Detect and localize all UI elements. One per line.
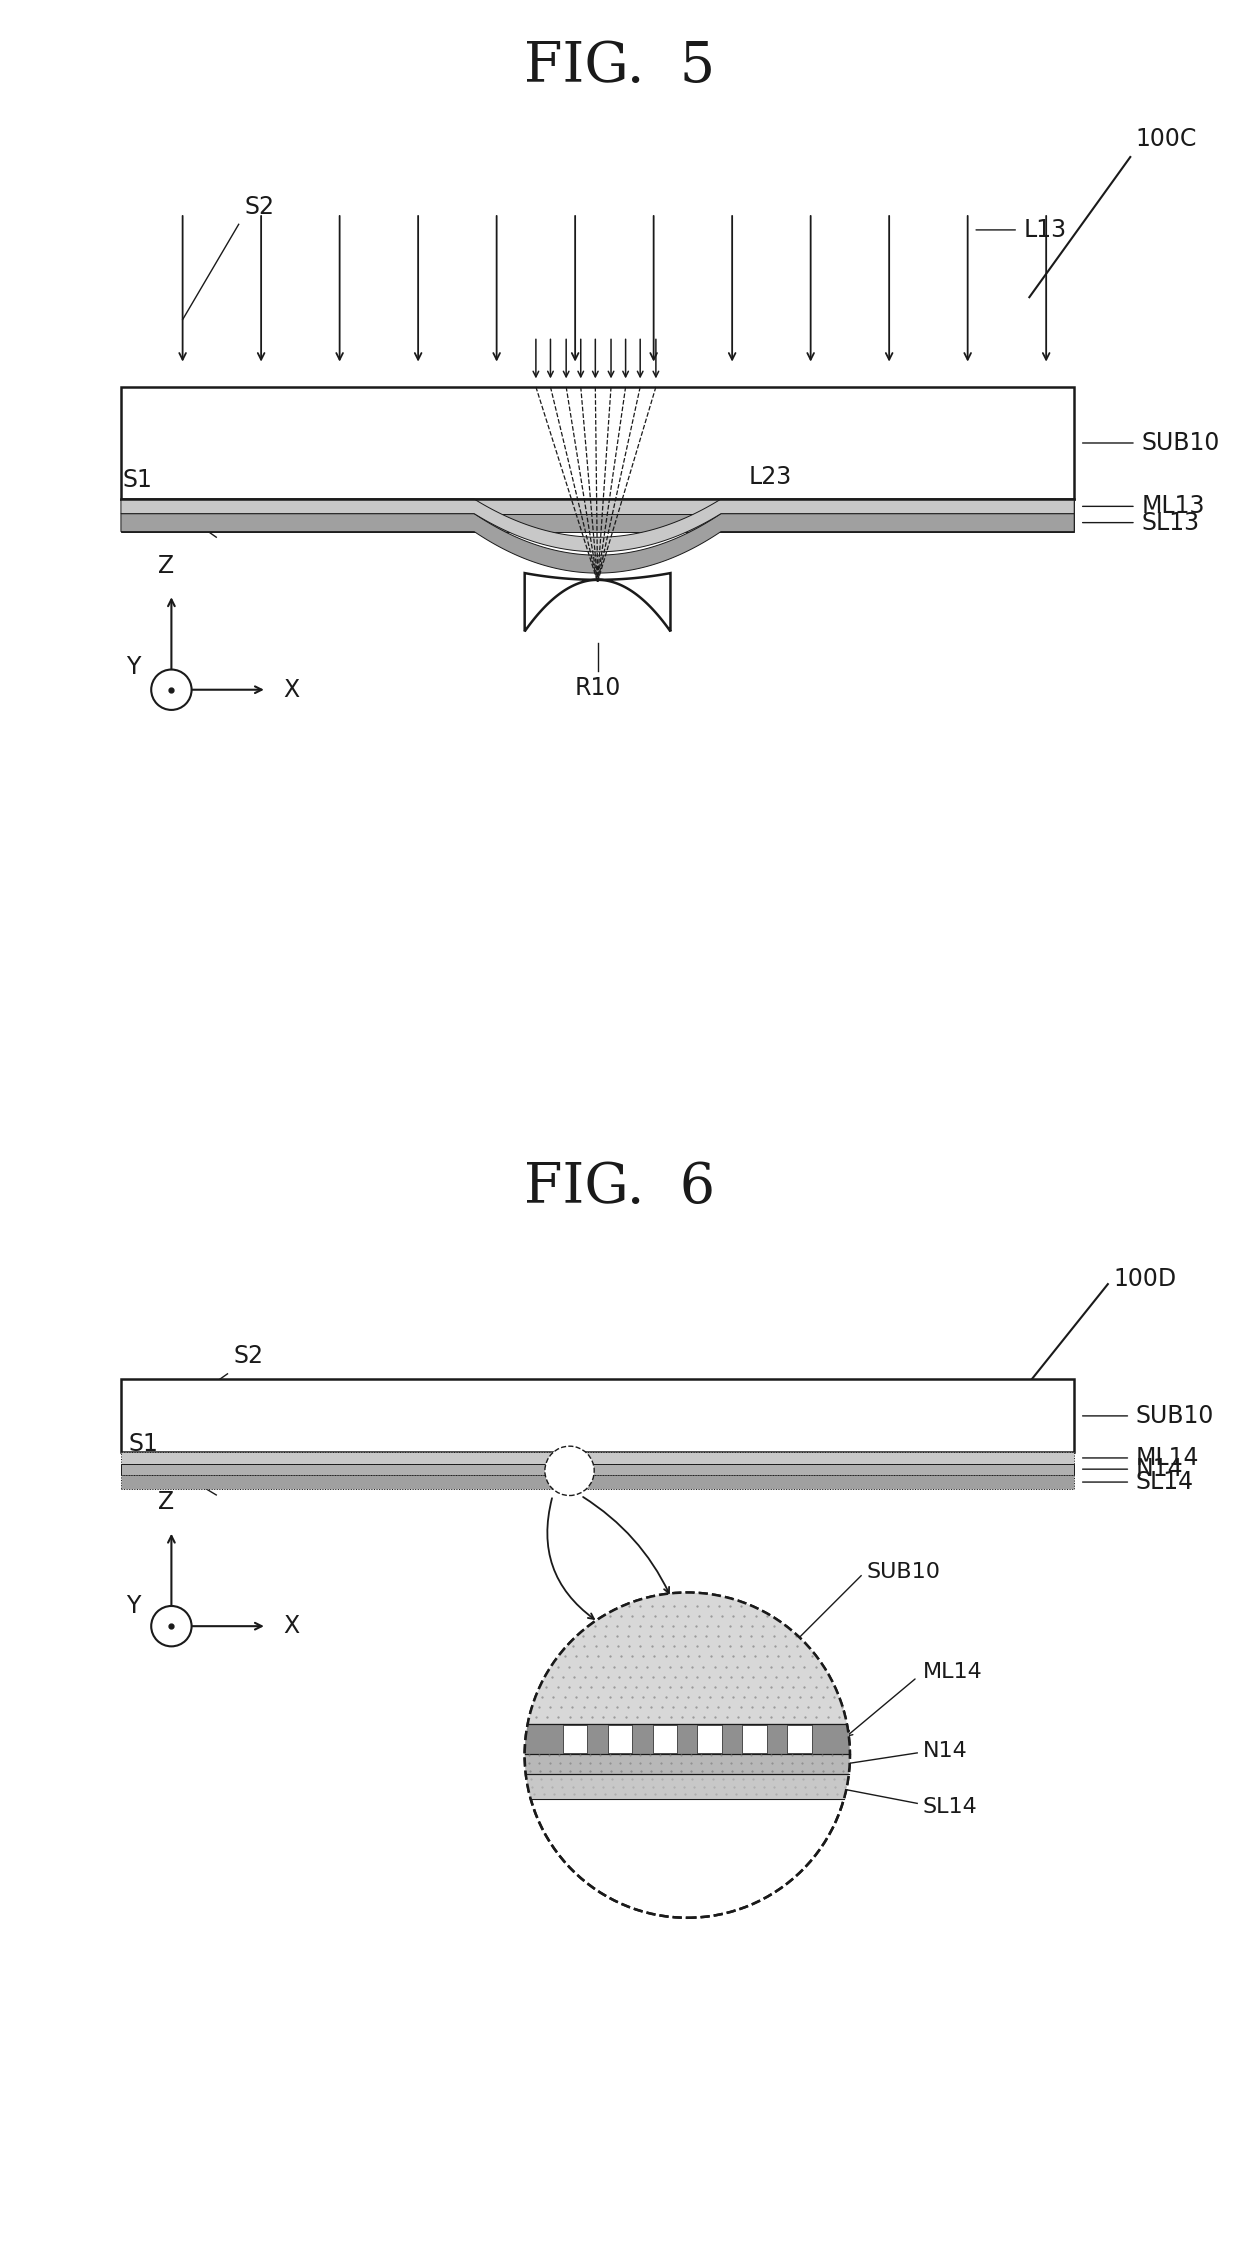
Polygon shape: [526, 1774, 849, 1799]
Text: Z: Z: [157, 554, 174, 579]
Bar: [122, 498, 1074, 514]
Text: S1: S1: [129, 1431, 159, 1456]
Bar: [563, 1725, 588, 1754]
Text: X: X: [284, 1615, 300, 1637]
Text: SUB10: SUB10: [867, 1563, 941, 1581]
Text: Y: Y: [125, 655, 140, 680]
Text: 100C: 100C: [1136, 128, 1198, 153]
Text: R10: R10: [574, 677, 621, 700]
Text: Y: Y: [125, 1595, 140, 1617]
Text: ML14: ML14: [1136, 1447, 1199, 1469]
Text: SUB10: SUB10: [1136, 1404, 1214, 1429]
Polygon shape: [122, 514, 1074, 572]
Bar: [122, 386, 1074, 500]
Text: L23: L23: [749, 464, 792, 489]
Text: SL13: SL13: [1142, 511, 1199, 534]
Circle shape: [151, 668, 192, 709]
Text: L13: L13: [1024, 218, 1066, 242]
Text: S2: S2: [233, 1344, 263, 1368]
Bar: [697, 1725, 722, 1754]
Polygon shape: [528, 1593, 847, 1723]
Text: X: X: [284, 677, 300, 702]
Polygon shape: [525, 1723, 849, 1754]
Text: 100D: 100D: [1114, 1267, 1177, 1290]
Text: Z: Z: [157, 1489, 174, 1514]
Bar: [652, 1725, 677, 1754]
Text: N14: N14: [1136, 1458, 1183, 1480]
Text: SL14: SL14: [1136, 1469, 1194, 1494]
Text: N14: N14: [923, 1741, 967, 1761]
Bar: [122, 1379, 1074, 1453]
Bar: [743, 1725, 766, 1754]
Text: FIG.  5: FIG. 5: [525, 38, 715, 94]
Polygon shape: [525, 572, 671, 633]
Bar: [122, 1476, 1074, 1489]
Text: ML13: ML13: [1142, 493, 1205, 518]
Text: SL14: SL14: [923, 1797, 977, 1817]
Text: S1: S1: [123, 469, 153, 493]
Circle shape: [525, 1593, 849, 1918]
Circle shape: [544, 1447, 594, 1496]
Bar: [122, 514, 1074, 532]
Polygon shape: [525, 1754, 849, 1774]
Text: ML14: ML14: [923, 1662, 982, 1682]
Bar: [122, 1465, 1074, 1476]
Polygon shape: [122, 500, 1074, 552]
Text: S2: S2: [244, 195, 274, 218]
Text: FIG.  6: FIG. 6: [525, 1162, 715, 1216]
Bar: [787, 1725, 812, 1754]
Circle shape: [151, 1606, 192, 1646]
Bar: [122, 1453, 1074, 1462]
Bar: [608, 1725, 632, 1754]
Text: SUB10: SUB10: [1142, 431, 1220, 455]
